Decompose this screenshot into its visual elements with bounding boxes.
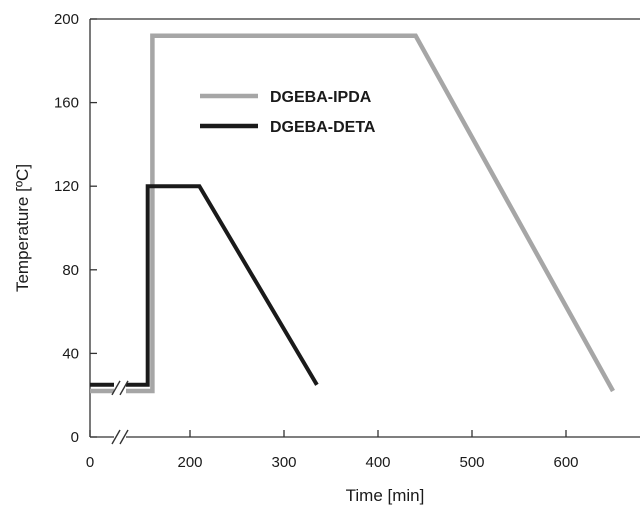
x-tick-label-1: 200 — [177, 454, 202, 471]
legend-label-dgeba-ipda: DGEBA-IPDA — [270, 89, 372, 106]
break-slash-1-1 — [119, 429, 129, 445]
y-tick-label-2: 80 — [62, 262, 79, 279]
break-slash-0-1 — [119, 380, 129, 396]
y-tick-label-0: 0 — [71, 429, 79, 446]
legend: DGEBA-IPDA DGEBA-DETA — [200, 89, 376, 136]
x-axis-title: Time [min] — [346, 486, 425, 505]
y-tick-label-5: 200 — [54, 11, 79, 28]
break-gap-1 — [114, 428, 126, 446]
y-tick-label-4: 160 — [54, 95, 79, 112]
series-layer — [90, 33, 615, 394]
break-slash-0-0 — [111, 380, 121, 396]
x-tick-label-0: 0 — [86, 454, 94, 471]
series-line-dgeba-deta — [90, 184, 319, 387]
series-line-dgeba-ipda — [90, 33, 615, 394]
x-tick-label-3: 400 — [365, 454, 390, 471]
x-tick-label-5: 600 — [553, 454, 578, 471]
x-axis-ticks: 0 200 300 400 500 600 — [86, 430, 579, 471]
y-axis-ticks: 0 40 80 120 160 200 — [54, 11, 97, 446]
plot-frame — [89, 18, 640, 438]
break-gap-0 — [114, 378, 126, 397]
x-tick-label-2: 300 — [271, 454, 296, 471]
break-slash-1-0 — [111, 429, 121, 445]
y-tick-label-3: 120 — [54, 178, 79, 195]
y-tick-label-1: 40 — [62, 345, 79, 362]
y-axis-title: Temperature [ºC] — [13, 164, 32, 292]
x-tick-label-4: 500 — [459, 454, 484, 471]
axis-break-markers — [111, 378, 129, 446]
legend-label-dgeba-deta: DGEBA-DETA — [270, 119, 376, 136]
